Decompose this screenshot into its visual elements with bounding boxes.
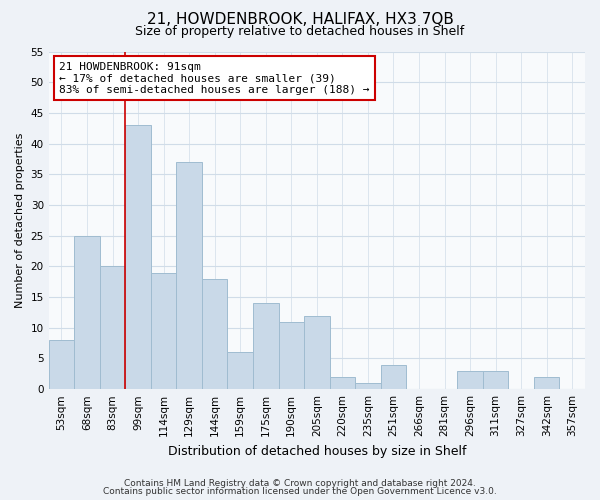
Bar — [329, 377, 355, 389]
Bar — [125, 125, 151, 389]
Bar — [483, 371, 508, 389]
Bar — [304, 316, 329, 389]
Bar — [202, 278, 227, 389]
X-axis label: Distribution of detached houses by size in Shelf: Distribution of detached houses by size … — [167, 444, 466, 458]
Bar — [534, 377, 559, 389]
Bar — [253, 303, 278, 389]
Text: Contains HM Land Registry data © Crown copyright and database right 2024.: Contains HM Land Registry data © Crown c… — [124, 478, 476, 488]
Bar — [278, 322, 304, 389]
Y-axis label: Number of detached properties: Number of detached properties — [15, 132, 25, 308]
Bar — [49, 340, 74, 389]
Bar — [380, 364, 406, 389]
Text: 21, HOWDENBROOK, HALIFAX, HX3 7QB: 21, HOWDENBROOK, HALIFAX, HX3 7QB — [146, 12, 454, 28]
Bar — [100, 266, 125, 389]
Bar — [74, 236, 100, 389]
Text: 21 HOWDENBROOK: 91sqm
← 17% of detached houses are smaller (39)
83% of semi-deta: 21 HOWDENBROOK: 91sqm ← 17% of detached … — [59, 62, 370, 95]
Text: Contains public sector information licensed under the Open Government Licence v3: Contains public sector information licen… — [103, 487, 497, 496]
Bar — [176, 162, 202, 389]
Text: Size of property relative to detached houses in Shelf: Size of property relative to detached ho… — [136, 25, 464, 38]
Bar — [151, 272, 176, 389]
Bar — [227, 352, 253, 389]
Bar — [457, 371, 483, 389]
Bar — [355, 383, 380, 389]
